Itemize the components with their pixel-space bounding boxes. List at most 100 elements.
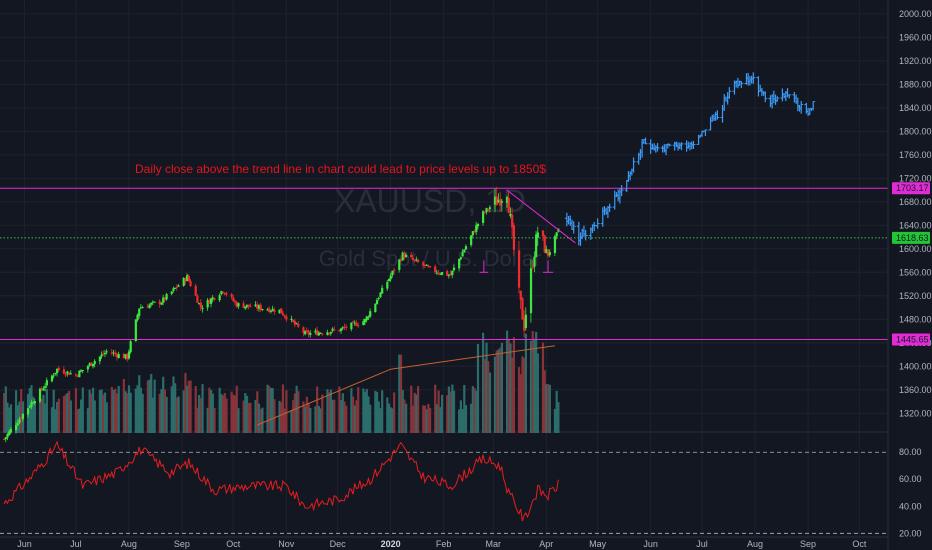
volume-bar: [249, 402, 252, 433]
candle-body: [425, 264, 428, 266]
candle-body: [28, 406, 31, 408]
time-axis[interactable]: Jun Jul Aug Sep Oct Nov Dec 2020 Feb Mar Apr May Jun…: [0, 536, 888, 549]
candle-body: [196, 295, 199, 303]
volume-bar: [110, 386, 113, 433]
volume-bar: [138, 375, 141, 433]
time-tick-label: Apr: [539, 539, 553, 549]
volume-bar: [184, 372, 187, 433]
volume-bar: [9, 404, 13, 433]
horizontal-levels[interactable]: [0, 187, 888, 340]
volume-bar: [93, 400, 96, 433]
volume-bar: [434, 384, 437, 433]
candle-body: [18, 419, 21, 424]
candle-body: [321, 333, 324, 335]
price-tick-label: 1480.00: [899, 314, 932, 324]
volume-bar: [321, 394, 324, 433]
volume-bar: [557, 402, 560, 433]
volume-bar: [165, 396, 168, 433]
volume-bar: [413, 392, 416, 433]
candle-body: [153, 301, 156, 303]
volume-bar: [117, 386, 120, 433]
volume-bar: [151, 397, 155, 433]
annotation-text[interactable]: Daily close above the trend line in char…: [135, 162, 546, 176]
candle-body: [237, 303, 240, 307]
volume-bar: [293, 393, 297, 433]
candle-body: [210, 298, 213, 304]
price-axis[interactable]: 2000.00 1960.00 1920.00 1880.00 1840.00 1800.…: [887, 0, 932, 550]
candle-body: [134, 319, 137, 342]
candle-body: [184, 278, 187, 282]
projection-bars: [564, 72, 816, 246]
volume-bar: [428, 407, 432, 433]
volume-bar: [345, 405, 348, 433]
rsi-tick-label: 40.00: [899, 501, 922, 511]
volume-bar: [127, 385, 131, 433]
candle-body: [268, 308, 271, 312]
candle-body: [165, 294, 168, 300]
volume-bar: [338, 386, 341, 433]
price-tick-label: 1520.00: [899, 291, 932, 301]
volume-bar: [28, 388, 31, 433]
volume-bar: [256, 391, 259, 433]
volume-bar: [439, 407, 442, 433]
volume-bar: [74, 388, 78, 433]
candle-body: [146, 306, 149, 308]
candle-body: [437, 272, 440, 274]
candle-body: [297, 323, 300, 327]
candle-body: [507, 198, 510, 214]
volume-bar: [470, 403, 473, 433]
volume-bar: [393, 392, 396, 433]
candle-body: [3, 438, 6, 440]
candle-body: [187, 275, 190, 282]
volume-bar: [451, 384, 454, 433]
volume-bar: [244, 393, 247, 433]
volume-bar: [493, 356, 497, 433]
candle-body: [333, 329, 336, 331]
volume-bar: [365, 388, 368, 433]
volume-bar: [100, 389, 103, 433]
candle-body: [16, 423, 19, 426]
candle-body: [487, 209, 490, 211]
volume-bar: [136, 385, 139, 433]
price-tick-label: 1320.00: [899, 408, 932, 418]
pattern-drawings[interactable]: [479, 189, 576, 273]
candle-body: [415, 259, 418, 261]
volume-moving-average: [257, 345, 555, 426]
candle-body: [403, 253, 406, 258]
candle-body: [74, 374, 78, 376]
candle-body: [365, 316, 368, 321]
candle-body: [317, 332, 320, 336]
volume-bar: [531, 330, 534, 433]
volume-bar: [91, 387, 95, 433]
volume-bar: [54, 409, 57, 433]
volume-bar: [517, 367, 521, 433]
candle-body: [56, 368, 59, 373]
volume-bar: [129, 392, 132, 433]
volume-bar: [399, 354, 403, 433]
volume-bar: [463, 384, 466, 433]
candle-body: [194, 285, 197, 296]
volume-bar: [482, 332, 485, 433]
volume-bar: [126, 393, 129, 433]
volume-bar: [377, 401, 380, 433]
candle-body: [175, 286, 178, 288]
candle-body: [362, 321, 365, 326]
volume-bar: [103, 392, 107, 433]
volume-bar: [374, 390, 377, 433]
candle-body: [100, 354, 103, 357]
volume-bar: [33, 402, 36, 433]
candle-body: [351, 321, 355, 323]
candle-body: [208, 300, 211, 304]
candle-body: [434, 266, 437, 273]
volume-bar: [8, 407, 11, 433]
candle-body: [42, 388, 45, 391]
volume-bar: [369, 404, 372, 433]
volume-bar: [280, 402, 283, 433]
candle-body: [57, 367, 60, 370]
volume-bar: [269, 388, 273, 433]
trend-line[interactable]: [506, 189, 576, 244]
volume-bar: [211, 393, 214, 433]
volume-bar: [220, 394, 223, 433]
candle-body: [182, 278, 185, 286]
